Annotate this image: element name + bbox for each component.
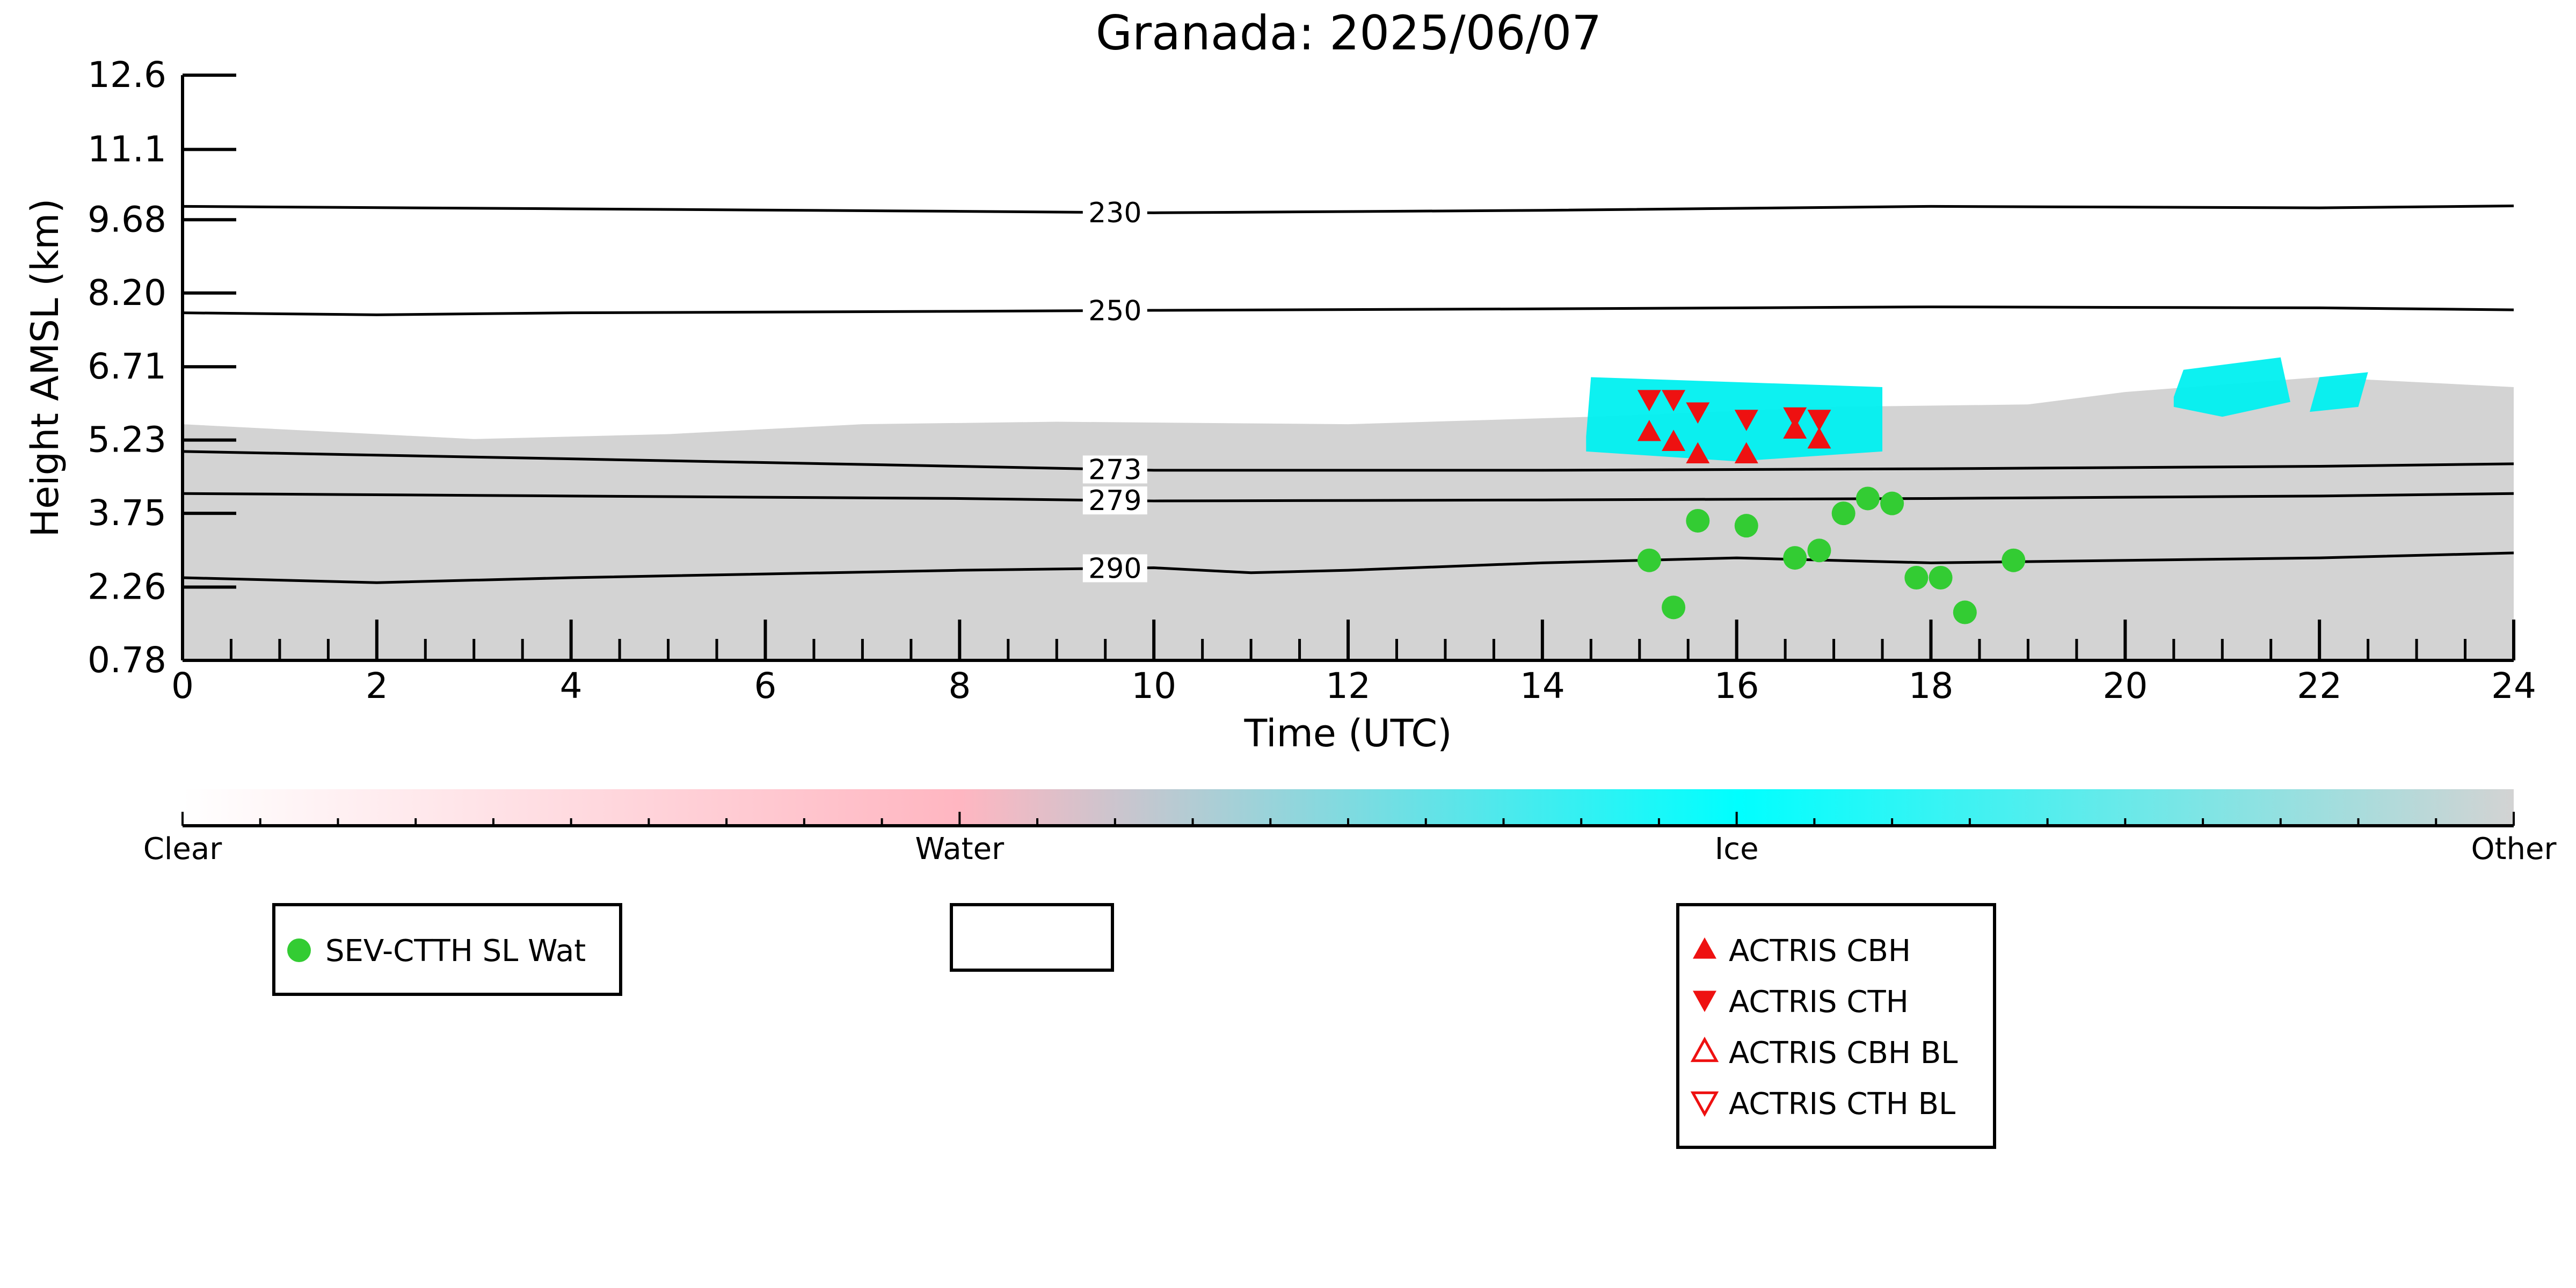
legend-cbh-label: ACTRIS CBH	[1729, 934, 1911, 969]
sev-point	[1662, 595, 1686, 620]
contour-label-bg	[1082, 486, 1147, 515]
region-ice-cloud-2	[2173, 357, 2290, 417]
cbh-marker	[1662, 430, 1686, 452]
contour-label-bg	[1082, 296, 1147, 325]
sev-point	[1904, 565, 1929, 590]
x-tick-label: 8	[948, 665, 971, 707]
legend-empty-box	[950, 903, 1114, 972]
x-tick-label: 2	[366, 665, 388, 707]
contour-label-230: 230	[1088, 197, 1141, 229]
contour-279	[182, 492, 2514, 503]
sev-point	[1734, 514, 1758, 538]
sev-point	[1807, 539, 1831, 563]
legend-cth-bl-marker	[1690, 1091, 1719, 1117]
contour-label-bg	[1082, 554, 1147, 583]
cbh-marker	[1734, 442, 1758, 464]
legend-cbh-marker	[1693, 937, 1716, 959]
colorbar-label-other: Other	[2471, 832, 2557, 867]
legend-cth-label: ACTRIS CTH	[1729, 985, 1909, 1020]
legend-cth-bl-label: ACTRIS CTH BL	[1729, 1087, 1955, 1122]
contour-290	[182, 551, 2514, 584]
legend-cbh-bl-label: ACTRIS CBH BL	[1729, 1036, 1958, 1071]
legend-cbh-bl-marker	[1690, 1036, 1719, 1063]
y-tick-label: 9.68	[88, 199, 166, 240]
x-tick-label: 22	[2297, 665, 2342, 707]
x-tick-label: 20	[2102, 665, 2148, 707]
sev-point	[1637, 548, 1661, 572]
y-tick-label: 5.23	[88, 419, 166, 461]
cth-marker	[1662, 390, 1686, 412]
legend-actris-box	[1676, 903, 1996, 1149]
contour-230	[182, 204, 2514, 214]
data-markers	[1637, 390, 2026, 624]
chart-title: Granada: 2025/06/07	[1096, 5, 1602, 61]
x-tick-label: 10	[1131, 665, 1176, 707]
y-tick-label: 12.6	[88, 54, 166, 96]
y-tick-label: 8.20	[88, 272, 166, 314]
sev-point	[1880, 491, 1904, 515]
cloud-regions	[183, 357, 2514, 660]
x-tick-label: 4	[560, 665, 583, 707]
sev-point	[1783, 546, 1807, 570]
contour-273	[182, 450, 2514, 472]
sev-point	[1831, 501, 1855, 526]
colorbar-label-clear: Clear	[143, 832, 222, 867]
x-tick-label: 0	[171, 665, 194, 707]
y-tick-label: 2.26	[88, 566, 166, 608]
x-tick-label: 6	[754, 665, 777, 707]
sev-point	[1929, 565, 1953, 590]
contour-label-273: 273	[1088, 454, 1141, 486]
x-tick-label: 12	[1326, 665, 1371, 707]
y-axis-label: Height AMSL (km)	[23, 199, 67, 537]
legend-sev-box	[272, 903, 622, 996]
y-tick-label: 6.71	[88, 346, 166, 387]
sev-point	[1686, 508, 1710, 533]
cth-marker	[1686, 402, 1710, 424]
cth-marker	[1807, 410, 1831, 431]
legend-cth-marker	[1693, 991, 1716, 1012]
region-ice-cloud-3	[2310, 372, 2368, 412]
contour-label-279: 279	[1088, 485, 1141, 517]
y-tick-label: 0.78	[88, 639, 166, 681]
legend-sev-label: SEV-CTTH SL Wat	[325, 934, 586, 969]
contour-label-290: 290	[1088, 552, 1141, 585]
y-tick-label: 3.75	[88, 492, 166, 534]
contour-label-250: 250	[1088, 295, 1141, 327]
contour-label-bg	[1082, 198, 1147, 227]
cbh-marker	[1637, 419, 1661, 441]
cth-marker	[1637, 390, 1661, 412]
contour-250	[182, 305, 2514, 316]
cbh-marker	[1686, 442, 1710, 464]
legends: SEV-CTTH SL Wat ACTRIS CBH ACTRIS CTH ACTRI…	[272, 903, 1996, 1149]
x-axis-label: Time (UTC)	[1244, 711, 1452, 755]
x-tick-label: 18	[1909, 665, 1954, 707]
x-tick-label: 14	[1520, 665, 1565, 707]
colorbar-label-water: Water	[915, 832, 1005, 867]
region-ice-cloud-1	[1586, 377, 1883, 462]
colorbar: Clear Water Ice Other	[143, 789, 2557, 867]
contour-label-bg	[1082, 455, 1147, 484]
region-other-cloud	[183, 377, 2514, 660]
cth-marker	[1734, 410, 1758, 431]
sev-point	[1953, 600, 1977, 624]
cbh-marker	[1807, 427, 1831, 449]
cth-marker	[1783, 407, 1807, 429]
x-tick-label: 24	[2491, 665, 2536, 707]
sev-point	[2002, 548, 2026, 572]
legend-sev-marker	[287, 938, 311, 962]
y-tick-label: 11.1	[88, 128, 166, 170]
x-tick-label: 16	[1714, 665, 1759, 707]
sev-point	[1855, 486, 1880, 511]
colorbar-label-ice: Ice	[1715, 832, 1759, 867]
